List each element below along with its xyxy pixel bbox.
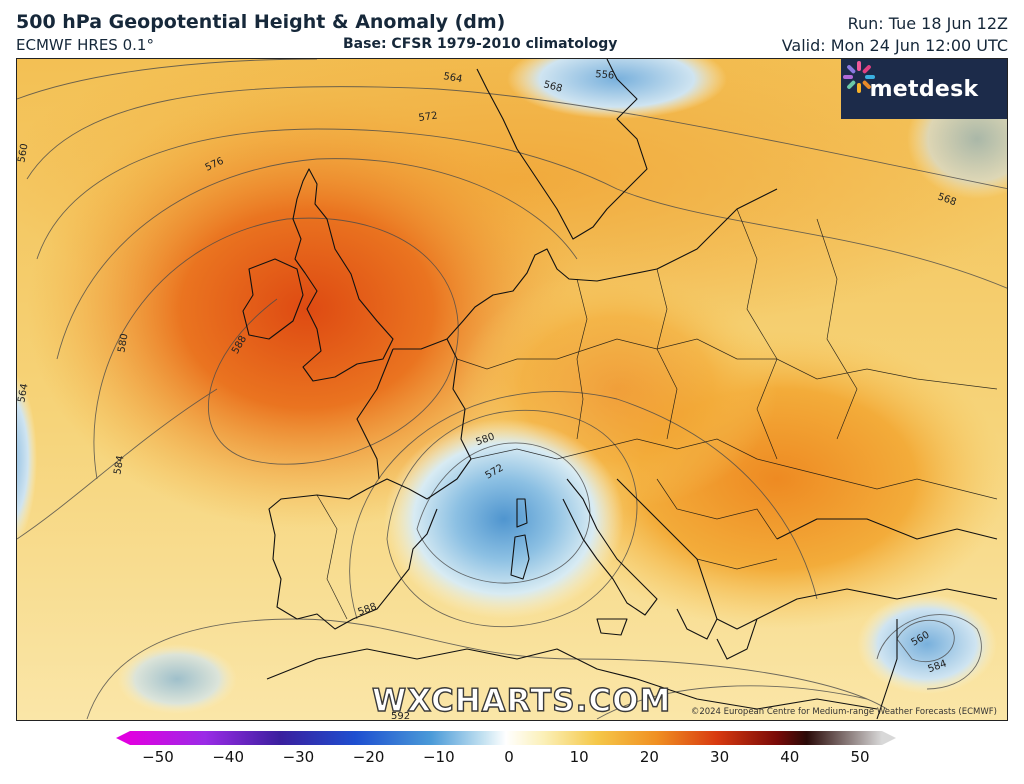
north-africa-coast [266, 648, 878, 710]
base-climatology-label: Base: CFSR 1979-2010 climatology [343, 36, 618, 52]
corsica [516, 498, 528, 528]
run-time-label: Run: Tue 18 Jun 12Z [847, 14, 1008, 33]
great-britain [292, 168, 394, 382]
colorbar-svg [116, 731, 896, 745]
turkey-coast [756, 588, 998, 620]
weather-map: 556 560 564 568 572 576 580 584 588 560 … [16, 58, 1008, 721]
scandinavia [476, 59, 648, 240]
metdesk-pinwheel-icon [843, 61, 875, 93]
france-iberia [268, 338, 472, 630]
colorbar-tick-label: 30 [710, 748, 730, 766]
map-canvas: 556 560 564 568 572 576 580 584 588 560 … [17, 59, 1007, 721]
contour-label-group: 556 560 564 568 572 576 580 584 588 560 … [17, 69, 958, 721]
contour-label: 572 [418, 110, 438, 124]
contour-label: 564 [17, 383, 31, 404]
model-label: ECMWF HRES 0.1° [16, 36, 154, 54]
colorbar-tick-label: 0 [504, 748, 514, 766]
metdesk-brand-badge[interactable]: metdesk [841, 59, 1007, 119]
colorbar-tick-label: 50 [850, 748, 870, 766]
cold-anomaly-southwest [117, 644, 237, 714]
contour-label: 556 [595, 69, 615, 82]
cold-anomaly-west-edge [17, 374, 37, 544]
colorbar-ramp [130, 731, 882, 745]
adriatic-east [616, 478, 718, 640]
sicily [596, 618, 628, 636]
cold-anomaly-mediterranean [384, 419, 624, 619]
colorbar-tick-label: −30 [282, 748, 315, 766]
italy [562, 478, 658, 616]
colorbar-tick-label: −50 [142, 748, 174, 766]
cold-anomaly-levant [857, 594, 997, 694]
black-sea [776, 518, 998, 540]
contour-label: 584 [112, 455, 126, 476]
contour-label: 568 [542, 79, 563, 95]
wxcharts-watermark: WXCHARTS.COM [371, 682, 672, 719]
cold-anomaly-north [507, 59, 727, 119]
chart-title: 500 hPa Geopotential Height & Anomaly (d… [16, 11, 506, 33]
colorbar-tick-label: 20 [639, 748, 659, 766]
france-west-coast [356, 348, 394, 480]
contour-label: 592 [391, 711, 410, 721]
sardinia [510, 534, 530, 580]
country-borders [316, 208, 998, 620]
coastlines [242, 59, 998, 720]
colorbar-tick-label: 10 [569, 748, 589, 766]
north-sea-coast [446, 248, 618, 340]
colorbar-high-arrow [882, 731, 896, 745]
valid-time-label: Valid: Mon 24 Jun 12:00 UTC [781, 36, 1008, 55]
colorbar-tick-label: −10 [422, 748, 455, 766]
colorbar-tick-label: 40 [780, 748, 800, 766]
colorbar-tick-label: −20 [352, 748, 385, 766]
copyright-notice: ©2024 European Centre for Medium-range W… [690, 707, 997, 717]
greece [716, 618, 758, 660]
contour-label: 564 [442, 71, 463, 85]
height-contours [17, 59, 1007, 720]
colorbar-tick-label: −40 [212, 748, 245, 766]
contour-label: 560 [17, 143, 31, 164]
colorbar-low-arrow [116, 731, 130, 745]
ireland [242, 258, 304, 340]
levant-coast [876, 619, 898, 720]
contour-label: 580 [116, 333, 130, 354]
metdesk-wordmark: metdesk [869, 76, 979, 102]
anomaly-colorbar [116, 730, 896, 745]
